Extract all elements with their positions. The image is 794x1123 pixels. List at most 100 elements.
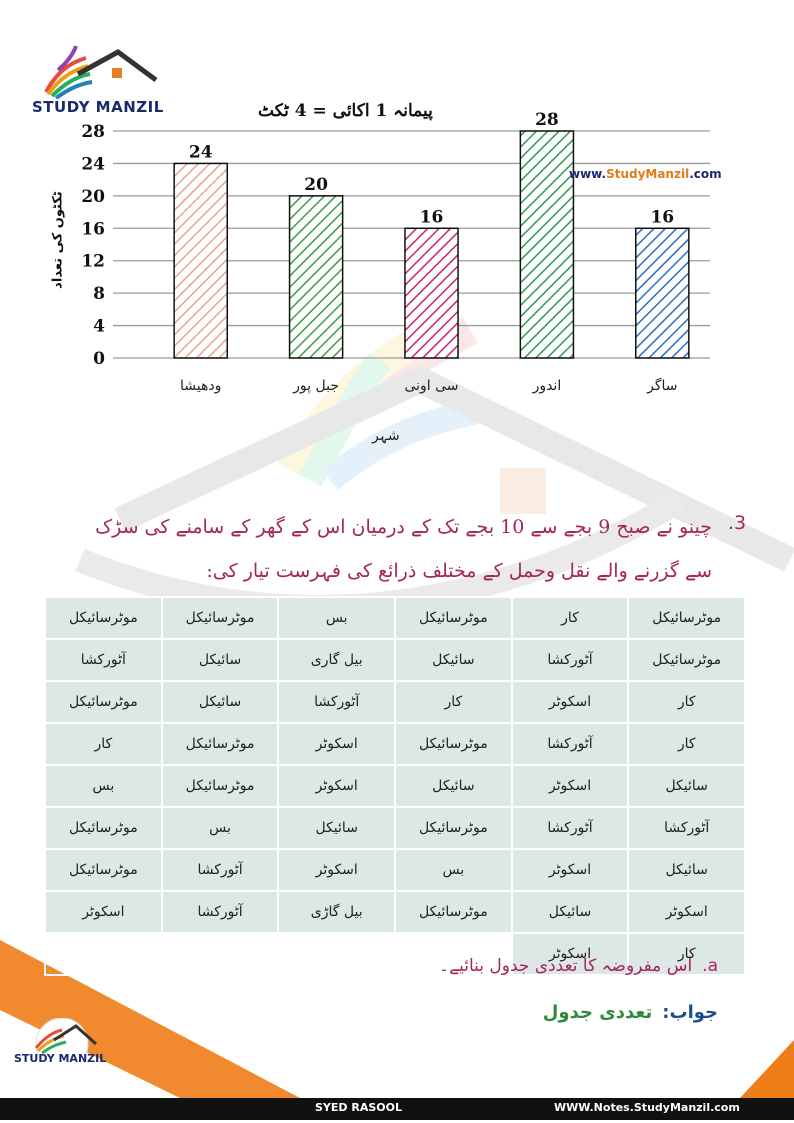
x-tick-label: ساگر xyxy=(646,377,677,394)
y-tick-label: 4 xyxy=(93,317,105,337)
footer-author: SYED RASOOL xyxy=(315,1101,402,1114)
answer-text: تعددی جدول xyxy=(542,1002,653,1023)
table-cell: موٹرسائیکل xyxy=(394,596,513,640)
y-tick-label: 16 xyxy=(81,219,105,239)
table-cell: بس xyxy=(160,806,280,850)
bar-0 xyxy=(173,162,228,359)
table-cell: موٹرسائیکل xyxy=(44,806,163,850)
y-tick-label: 24 xyxy=(81,154,105,174)
table-cell xyxy=(160,932,280,976)
table-cell: کار xyxy=(627,680,746,724)
table-cell: اسکوٹر xyxy=(510,680,630,724)
table-row: کار آٹورکشا موٹرسائیکل اسکوٹر موٹرسائیکل کار xyxy=(44,722,746,766)
bar-value-label: 16 xyxy=(420,207,444,227)
footer-bar xyxy=(0,1098,794,1120)
table-row: موٹرسائیکل کار موٹرسائیکل بس موٹرسائیکل موٹرس… xyxy=(44,596,746,640)
table-cell: بیل گاڑی xyxy=(277,890,397,934)
table-cell: آٹورکشا xyxy=(627,806,746,850)
table-cell: موٹرسائیکل xyxy=(44,680,163,724)
table-cell: کار xyxy=(627,932,746,976)
table-row: کار اسکوٹر کار آٹورکشا سائیکل موٹرسائیکل xyxy=(44,680,746,724)
table-cell: کار xyxy=(627,722,746,766)
y-tick-label: 8 xyxy=(93,284,105,304)
table-cell: موٹرسائیکل xyxy=(627,638,746,682)
chart-title: پیمانہ 1 اکائی = 4 ٹکٹ xyxy=(258,101,433,121)
table-cell: کار xyxy=(394,680,513,724)
table-cell xyxy=(44,932,163,976)
house-rainbow-icon xyxy=(44,45,158,100)
bar-chart: 0 4 8 12 16 20 24 28 ودھیشا جبل پور سی اونی اندور س… xyxy=(81,110,710,394)
table-cell: اسکوٹر xyxy=(44,890,163,934)
bar-value-label: 20 xyxy=(304,175,328,195)
bar-value-label: 28 xyxy=(535,110,559,130)
bar-4 xyxy=(635,227,690,359)
x-tick-label: سی اونی xyxy=(404,378,458,394)
table-cell: سائیکل xyxy=(627,848,746,892)
x-axis-label: شہر xyxy=(372,428,400,444)
question-number: .3 xyxy=(728,512,747,534)
table-cell: آٹورکشا xyxy=(510,722,630,766)
table-cell: سائیکل xyxy=(160,638,280,682)
table-row: سائیکل اسکوٹر بس اسکوٹر آٹورکشا موٹرسائیکل xyxy=(44,848,746,892)
part-a: a. اس مفروضہ کا تعددی جدول بنائیے۔ xyxy=(439,955,718,976)
table-cell: موٹرسائیکل xyxy=(44,596,163,640)
table-cell: سائیکل xyxy=(394,764,513,808)
table-cell: آٹورکشا xyxy=(160,890,280,934)
answer: جواب: تعددی جدول xyxy=(543,1002,718,1023)
table-cell: موٹرسائیکل xyxy=(394,806,513,850)
y-tick-label: 28 xyxy=(81,122,105,142)
table-row: سائیکل اسکوٹر سائیکل اسکوٹر موٹرسائیکل بس xyxy=(44,764,746,808)
table-cell: موٹرسائیکل xyxy=(394,890,513,934)
table-row: موٹرسائیکل آٹورکشا سائیکل بیل گاری سائیکل آٹو… xyxy=(44,638,746,682)
table-row: آٹورکشا آٹورکشا موٹرسائیکل سائیکل بس موٹرسائی… xyxy=(44,806,746,850)
table-cell: اسکوٹر xyxy=(277,848,397,892)
table-cell: بیل گاری xyxy=(277,638,397,682)
table-cell: بس xyxy=(44,764,163,808)
table-cell: موٹرسائیکل xyxy=(160,596,280,640)
table-cell: آٹورکشا xyxy=(160,848,280,892)
table-cell: موٹرسائیکل xyxy=(394,722,513,766)
table-cell: بس xyxy=(394,848,513,892)
table-cell: اسکوٹر xyxy=(627,890,746,934)
table-cell: کار xyxy=(44,722,163,766)
table-cell: اسکوٹر xyxy=(510,932,630,976)
table-cell: آٹورکشا xyxy=(44,638,163,682)
bar-value-label: 16 xyxy=(650,207,674,227)
y-tick-label: 20 xyxy=(81,187,105,207)
y-tick-label: 12 xyxy=(81,252,105,272)
table-cell: اسکوٹر xyxy=(277,722,397,766)
table-cell: اسکوٹر xyxy=(277,764,397,808)
x-tick-label: اندور xyxy=(532,378,562,394)
table-row: کار اسکوٹر xyxy=(44,932,746,976)
table-cell: موٹرسائیکل xyxy=(160,764,280,808)
question-text: چینو نے صبح 9 بجے سے 10 بجے تک کے درمیان… xyxy=(95,516,712,582)
table-cell: اسکوٹر xyxy=(510,848,630,892)
observation-table: موٹرسائیکل کار موٹرسائیکل بس موٹرسائیکل موٹرس… xyxy=(44,596,746,976)
table-cell: موٹرسائیکل xyxy=(160,722,280,766)
table-cell: اسکوٹر xyxy=(510,764,630,808)
logo-text-footer: STUDY MANZIL xyxy=(14,1052,107,1065)
table-cell: سائیکل xyxy=(394,638,513,682)
x-tick-label: ودھیشا xyxy=(180,378,221,394)
table-cell: آٹورکشا xyxy=(510,638,630,682)
table-row: اسکوٹر سائیکل موٹرسائیکل بیل گاڑی آٹورکشا اسک… xyxy=(44,890,746,934)
table-cell: موٹرسائیکل xyxy=(627,596,746,640)
table-cell: بس xyxy=(277,596,397,640)
table-cell: سائیکل xyxy=(160,680,280,724)
y-tick-label: 0 xyxy=(93,349,105,369)
answer-label: جواب: xyxy=(662,1002,718,1023)
bar-2 xyxy=(404,227,459,359)
table-cell xyxy=(277,932,397,976)
table-cell: موٹرسائیکل xyxy=(44,848,163,892)
footer-site: WWW.Notes.StudyManzil.com xyxy=(554,1101,740,1114)
house-rainbow-icon xyxy=(34,1017,98,1071)
logo-text: STUDY MANZIL xyxy=(32,98,164,116)
x-tick-label: جبل پور xyxy=(292,378,339,394)
bar-1 xyxy=(288,195,344,359)
table-cell: آٹورکشا xyxy=(510,806,630,850)
study-manzil-logo: STUDY MANZIL xyxy=(28,40,163,120)
table-cell: سائیکل xyxy=(627,764,746,808)
table-cell: سائیکل xyxy=(510,890,630,934)
table-cell: آٹورکشا xyxy=(277,680,397,724)
bar-value-label: 24 xyxy=(189,142,213,162)
